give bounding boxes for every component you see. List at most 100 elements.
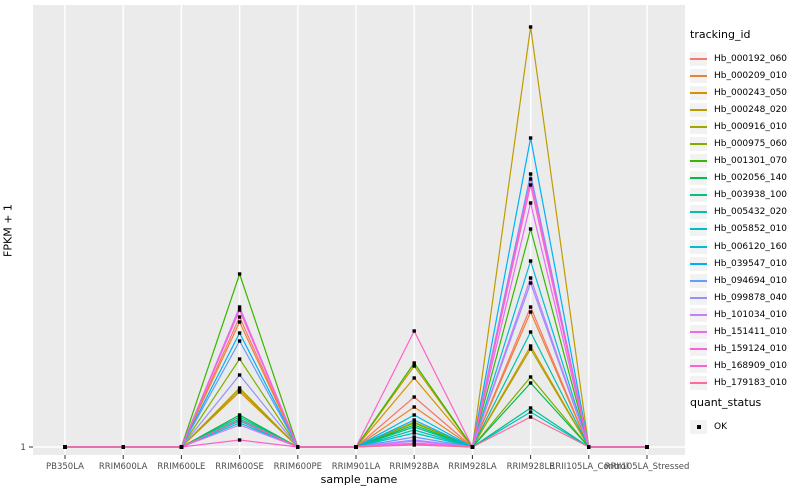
data-point-marker (237, 438, 242, 442)
legend-item: Hb_001301_070 (690, 153, 787, 170)
legend-key-swatch (690, 85, 707, 100)
legend-color-line (690, 194, 707, 197)
legend-key-swatch (690, 188, 707, 203)
data-point-marker (412, 376, 416, 380)
data-point-marker (412, 329, 416, 333)
data-point-marker (237, 331, 242, 335)
legend-item-label: Hb_159124_010 (714, 344, 788, 355)
data-point-marker (412, 405, 416, 409)
x-tick-label: RRII105LA_Stressed (605, 462, 690, 472)
data-point-marker (237, 315, 242, 319)
legend-title-tracking-id: tracking_id (690, 28, 751, 41)
legend-item: Hb_000975_060 (690, 135, 787, 152)
x-tick-label: RRII105LA_Control (549, 462, 628, 472)
legend-item: Hb_099878_040 (690, 289, 787, 306)
legend-item: Hb_159124_010 (690, 341, 787, 358)
x-tick-label: RRIM928BA (389, 462, 439, 472)
data-point-marker (528, 227, 533, 231)
legend-item-label: Hb_000248_020 (714, 104, 788, 115)
legend-item-label: Hb_099878_040 (714, 292, 788, 303)
legend-item-label: OK (714, 421, 727, 432)
legend-color-line (690, 348, 707, 351)
data-point-marker (63, 445, 67, 449)
data-point-marker (528, 25, 533, 29)
data-point-marker (528, 305, 533, 309)
data-point-marker (237, 339, 242, 343)
legend-item-label: Hb_000916_010 (714, 121, 788, 132)
legend-key-swatch (690, 119, 707, 134)
legend-item: Hb_002056_140 (690, 170, 787, 187)
data-point-marker (296, 445, 300, 449)
data-point-marker (412, 435, 416, 439)
ok-marker-key (690, 419, 707, 434)
legend-color-line (690, 74, 707, 77)
legend-item: Hb_000192_060 (690, 50, 787, 67)
data-point-marker (528, 375, 533, 379)
data-point-marker (528, 281, 533, 285)
data-point-marker (587, 445, 591, 449)
data-point-marker (412, 439, 416, 443)
legend-item-label: Hb_000192_060 (714, 53, 788, 64)
data-point-marker (528, 276, 533, 280)
x-tick-label: RRIM901LA (332, 462, 381, 472)
legend-item-label: Hb_101034_010 (714, 309, 788, 320)
x-tick-label: RRIM600PE (274, 462, 322, 472)
legend-item-label: Hb_168909_010 (714, 361, 788, 372)
legend-key-swatch (690, 68, 707, 83)
legend-item-label: Hb_001301_070 (714, 156, 788, 167)
x-tick-label: RRIM600SE (215, 462, 264, 472)
legend-color-line (690, 108, 707, 111)
legend-key-swatch (690, 137, 707, 152)
legend-item: Hb_006120_160 (690, 238, 787, 255)
data-point-marker (412, 361, 416, 365)
legend-key-swatch (690, 342, 707, 357)
legend-item: Hb_000916_010 (690, 118, 787, 135)
data-point-marker (528, 310, 533, 314)
legend-color-line (690, 57, 707, 60)
legend-color-line (690, 91, 707, 94)
legend-key-swatch (690, 222, 707, 237)
data-point-marker (237, 272, 242, 276)
data-point-marker (412, 421, 416, 425)
legend-color-line (690, 313, 707, 316)
data-point-marker (528, 406, 533, 410)
data-point-marker (528, 259, 533, 263)
data-point-marker (237, 386, 242, 390)
legend-item-label: Hb_151411_010 (714, 327, 788, 338)
data-point-marker (412, 443, 416, 447)
data-point-marker (528, 201, 533, 205)
data-point-marker (412, 413, 416, 417)
data-point-marker (470, 445, 475, 449)
legend-item: Hb_094694_010 (690, 272, 787, 289)
legend-item-label: Hb_005852_010 (714, 224, 788, 235)
legend-color-line (690, 296, 707, 299)
legend-key-swatch (690, 256, 707, 271)
legend-item-label: Hb_003938_100 (714, 190, 788, 201)
legend-color-line (690, 331, 707, 334)
legend-item-quant-ok: OK (690, 418, 727, 435)
legend-key-swatch (690, 290, 707, 305)
y-tick-label: 1 (20, 443, 26, 453)
x-tick-label: PB350LA (46, 462, 84, 472)
data-point-marker (237, 415, 242, 419)
data-point-marker (237, 418, 242, 422)
data-point-marker (528, 381, 533, 385)
legend-key-swatch (690, 307, 707, 322)
legend-color-line (690, 125, 707, 128)
legend-key-swatch (690, 171, 707, 186)
data-point-marker (412, 428, 416, 432)
data-point-marker (528, 136, 533, 140)
data-point-marker (237, 357, 242, 361)
data-point-marker (237, 308, 242, 312)
data-point-marker (237, 413, 242, 417)
data-point-marker (354, 445, 358, 449)
data-point-marker (237, 373, 242, 377)
data-point-marker (412, 395, 416, 399)
legend-key-swatch (690, 205, 707, 220)
legend-item-label: Hb_179183_010 (714, 378, 788, 389)
legend-color-line (690, 228, 707, 231)
legend-color-line (690, 262, 707, 265)
data-point-marker (528, 177, 533, 181)
legend-color-line (690, 143, 707, 146)
data-point-marker (237, 320, 242, 324)
